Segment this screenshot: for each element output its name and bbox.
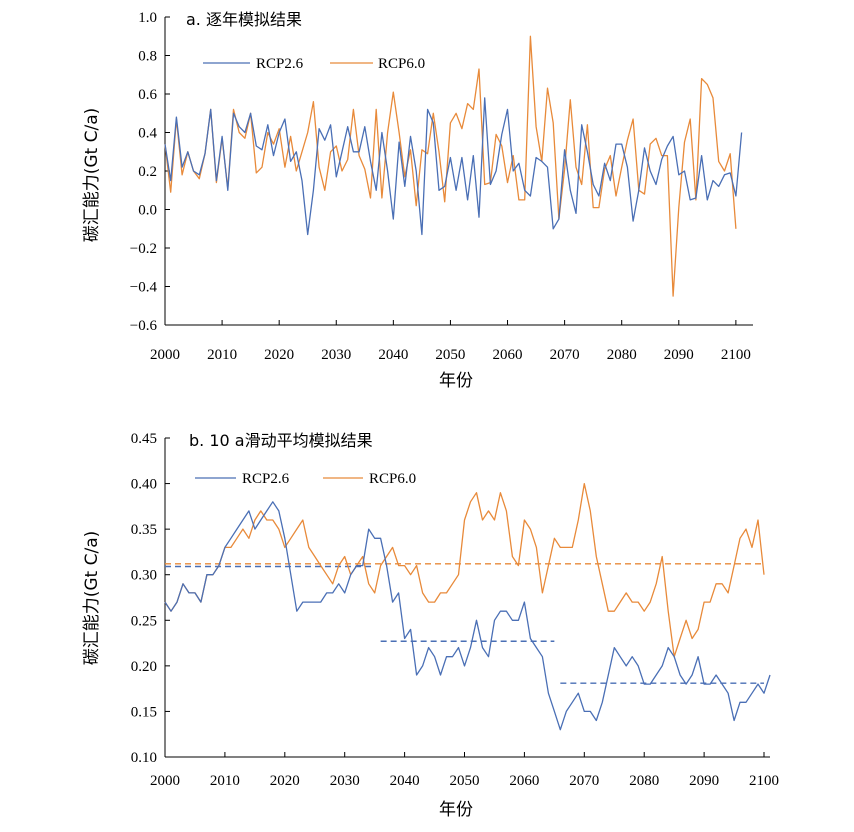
panel-a-ytick-label: 0.8 <box>138 49 157 65</box>
panel-a-ytick-label: −0.6 <box>130 318 158 334</box>
panel-b-xtick-label: 2100 <box>749 773 779 789</box>
panel-a-ytick-label: 1.0 <box>138 10 157 26</box>
panel-b-title: b. 10 a滑动平均模拟结果 <box>189 431 373 450</box>
panel-a-xtick-label: 2090 <box>664 347 694 363</box>
panel-b-ytick-label: 0.35 <box>131 522 157 538</box>
panel-b-ytick-label: 0.15 <box>131 704 157 720</box>
panel-b-xtick-label: 2060 <box>509 773 539 789</box>
panel-a-xtick-label: 2100 <box>721 347 751 363</box>
panel-b-ytick-label: 0.30 <box>131 568 157 584</box>
panel-a-xtick-label: 2080 <box>607 347 637 363</box>
panel-b-xtick-label: 2080 <box>629 773 659 789</box>
panel-a-ytick-label: 0.0 <box>138 203 157 219</box>
panel-a-xtick-label: 2000 <box>150 347 180 363</box>
panel-b-xtick-label: 2000 <box>150 773 180 789</box>
panel-a-xlabel: 年份 <box>439 371 473 391</box>
panel-b-xtick-label: 2050 <box>450 773 480 789</box>
legend-label-rcp60: RCP6.0 <box>369 471 416 487</box>
panel-b-xtick-label: 2070 <box>569 773 599 789</box>
panel-a-ylabel: 碳汇能力(Gt C/a) <box>82 108 102 243</box>
panel-b-ytick-label: 0.10 <box>131 750 157 766</box>
panel-a-xtick-label: 2010 <box>207 347 237 363</box>
panel-b-xtick-label: 2010 <box>210 773 240 789</box>
panel-b-ylabel: 碳汇能力(Gt C/a) <box>82 531 102 666</box>
panel-b-ytick-label: 0.40 <box>131 477 157 493</box>
panel-a: 碳汇能力(Gt C/a) a. 逐年模拟结果 年份 RCP2.6 RCP6.0 … <box>82 10 753 391</box>
panel-a-xtick-label: 2060 <box>493 347 523 363</box>
panel-b-series-rcp60 <box>164 482 765 658</box>
panel-a-ytick-label: 0.2 <box>138 164 157 180</box>
panel-a-ytick-label: 0.6 <box>138 87 157 103</box>
panel-b: 碳汇能力(Gt C/a) b. 10 a滑动平均模拟结果 年份 RCP2.6 R… <box>82 431 779 820</box>
panel-a-ytick-label: −0.2 <box>130 241 157 257</box>
panel-b-ytick-label: 0.25 <box>131 613 157 629</box>
panel-b-xtick-label: 2030 <box>330 773 360 789</box>
panel-a-xtick-label: 2030 <box>321 347 351 363</box>
panel-a-xtick-label: 2020 <box>264 347 294 363</box>
panel-b-ytick-label: 0.45 <box>131 431 157 447</box>
panel-a-series-rcp60 <box>164 35 737 297</box>
panel-a-series-rcp26 <box>164 97 743 236</box>
panel-b-xtick-label: 2020 <box>270 773 300 789</box>
panel-a-title: a. 逐年模拟结果 <box>186 10 302 29</box>
panel-b-xtick-label: 2040 <box>390 773 420 789</box>
legend-label-rcp26: RCP2.6 <box>256 56 304 72</box>
panel-a-xtick-label: 2040 <box>378 347 408 363</box>
panel-a-legend: RCP2.6 RCP6.0 <box>203 56 425 72</box>
legend-label-rcp60: RCP6.0 <box>378 56 425 72</box>
panel-a-ytick-label: −0.4 <box>130 280 158 296</box>
panel-a-ytick-label: 0.4 <box>138 126 157 142</box>
panel-b-series-rcp26 <box>164 501 771 731</box>
legend-label-rcp26: RCP2.6 <box>242 471 290 487</box>
panel-b-xlabel: 年份 <box>439 800 473 820</box>
panel-a-xtick-label: 2050 <box>435 347 465 363</box>
panel-b-ytick-label: 0.20 <box>131 659 157 675</box>
panel-b-xtick-label: 2090 <box>689 773 719 789</box>
panel-b-legend: RCP2.6 RCP6.0 <box>195 471 416 487</box>
panel-a-xtick-label: 2070 <box>550 347 580 363</box>
